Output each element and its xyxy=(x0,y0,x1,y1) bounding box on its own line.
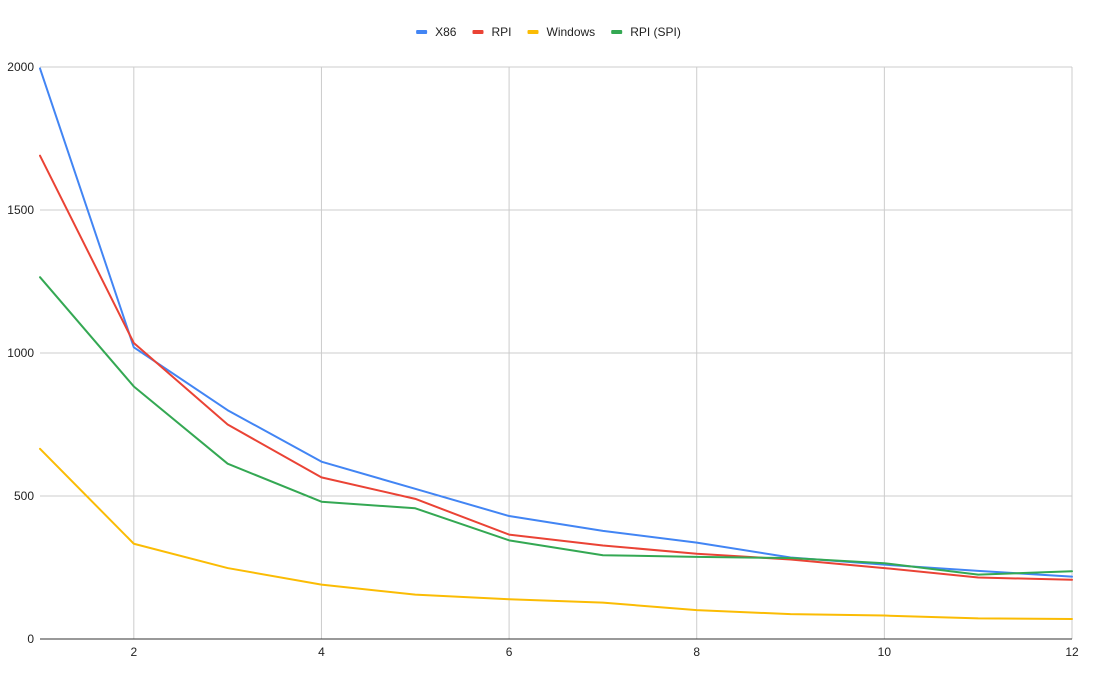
y-tick-label: 0 xyxy=(27,632,34,646)
x-tick-label: 8 xyxy=(693,645,700,659)
legend-swatch xyxy=(527,30,539,34)
legend-label: X86 xyxy=(435,25,457,39)
series-line-windows xyxy=(39,447,1073,620)
x-tick-label: 10 xyxy=(878,645,892,659)
series-line-x86 xyxy=(39,67,1073,578)
x-tick-label: 4 xyxy=(318,645,325,659)
legend-swatch xyxy=(472,30,484,34)
y-tick-label: 500 xyxy=(14,489,34,503)
series-line-rpi xyxy=(39,154,1073,581)
x-tick-label: 2 xyxy=(130,645,137,659)
y-tick-label: 2000 xyxy=(7,60,34,74)
legend-item: RPI (SPI) xyxy=(611,25,681,39)
legend-item: X86 xyxy=(416,25,457,39)
legend-swatch xyxy=(416,30,428,34)
legend: X86 RPI Windows RPI (SPI) xyxy=(416,25,681,39)
legend-label: RPI xyxy=(491,25,511,39)
legend-swatch xyxy=(611,30,623,34)
legend-label: Windows xyxy=(547,25,596,39)
x-tick-label: 12 xyxy=(1065,645,1079,659)
axes: 0 500 1000 1500 2000 2 4 6 8 10 12 xyxy=(7,60,1079,659)
legend-item: Windows xyxy=(527,25,596,39)
y-tick-label: 1500 xyxy=(7,203,34,217)
series-lines xyxy=(39,67,1073,620)
legend-item: RPI xyxy=(472,25,512,39)
legend-label: RPI (SPI) xyxy=(630,25,681,39)
series-line-rpi-spi xyxy=(39,276,1073,576)
y-tick-label: 1000 xyxy=(7,346,34,360)
gridlines xyxy=(40,66,1073,639)
x-tick-label: 6 xyxy=(506,645,513,659)
